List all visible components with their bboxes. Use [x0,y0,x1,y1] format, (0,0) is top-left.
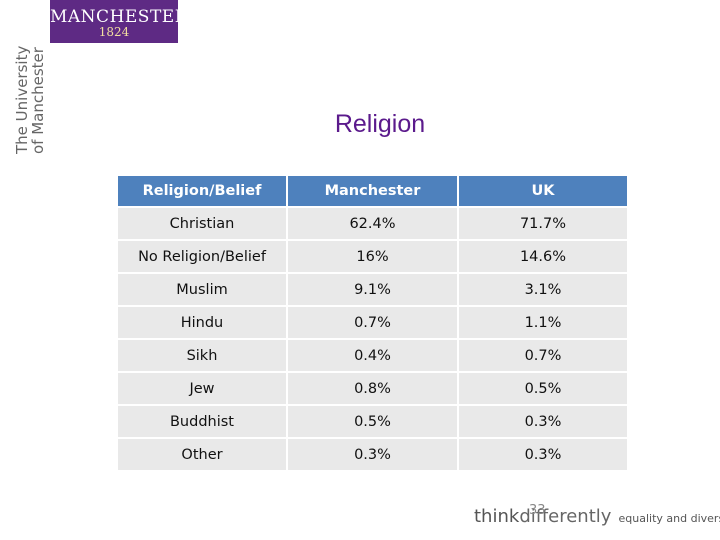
page-title: Religion [334,110,426,138]
table-row: Jew 0.8% 0.5% [116,371,629,406]
table-cell: Buddhist [116,404,288,439]
column-header: Religion/Belief [116,174,288,208]
wordmark-line-2: of Manchester [29,47,47,154]
table-cell: 0.8% [286,371,459,406]
table-row: Other 0.3% 0.3% [116,437,629,472]
wordmark-line-1: The University [13,45,31,154]
table-cell: No Religion/Belief [116,239,288,274]
table-cell: 0.7% [286,305,459,340]
table-cell: 62.4% [286,206,459,241]
table-cell: 14.6% [457,239,629,274]
table-cell: Other [116,437,288,472]
table-cell: 0.7% [457,338,629,373]
footer-think: think [474,506,520,527]
table-row: Buddhist 0.5% 0.3% [116,404,629,439]
table-cell: 0.3% [457,404,629,439]
page-number: 33 [529,503,546,518]
table-cell: 0.4% [286,338,459,373]
religion-table: Religion/Belief Manchester UK Christian … [116,174,629,472]
table-cell: 0.5% [457,371,629,406]
table-cell: 0.3% [457,437,629,472]
column-header: Manchester [286,174,459,208]
footer-differently: differently [519,506,612,527]
footer-branding: thinkdifferently equality and diversity [474,506,720,532]
table-row: Sikh 0.4% 0.7% [116,338,629,373]
table-cell: 0.3% [286,437,459,472]
table-cell: 1.1% [457,305,629,340]
table-cell: Hindu [116,305,288,340]
column-header: UK [457,174,629,208]
table-cell: Muslim [116,272,288,307]
table-row: No Religion/Belief 16% 14.6% [116,239,629,274]
table-cell: Sikh [116,338,288,373]
table-header-row: Religion/Belief Manchester UK [116,174,629,208]
table-row: Muslim 9.1% 3.1% [116,272,629,307]
university-logo: MANCHESTER 1824 [50,0,188,43]
table-cell: 16% [286,239,459,274]
table-row: Hindu 0.7% 1.1% [116,305,629,340]
table-cell: 3.1% [457,272,629,307]
university-wordmark: The University of Manchester [13,45,48,154]
table-cell: Christian [116,206,288,241]
table-row: Christian 62.4% 71.7% [116,206,629,241]
footer-tagline: equality and diversity [618,512,720,525]
logo-name: MANCHESTER [50,7,188,27]
table-cell: 9.1% [286,272,459,307]
table-cell: 71.7% [457,206,629,241]
logo-year: 1824 [98,25,130,39]
table-cell: Jew [116,371,288,406]
table-cell: 0.5% [286,404,459,439]
